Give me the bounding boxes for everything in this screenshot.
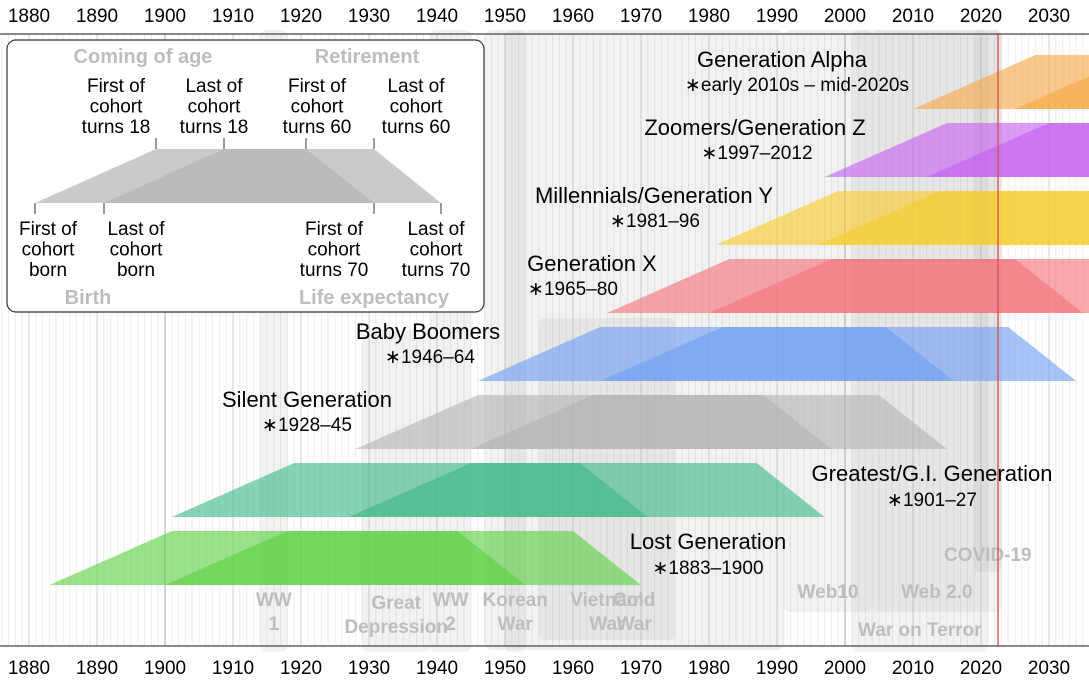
generation-name-silent-generation: Silent Generation — [222, 387, 392, 412]
legend-last-band — [104, 149, 441, 203]
legend-first-born: First of cohort born — [19, 219, 78, 281]
year-axes: 1880 1880 1890 1890 1900 1900 1910 1910 1920 1920… — [0, 6, 1089, 679]
event-label-web20: Web 2.0 — [901, 582, 972, 603]
tick-label-bottom: 1970 — [620, 658, 662, 679]
tick-label-top: 2000 — [824, 6, 866, 27]
legend-retirement: Retirement — [315, 46, 420, 68]
tick-label-top: 1900 — [144, 6, 186, 27]
tick-label-top: 2010 — [892, 6, 934, 27]
band-last-greatest-g-i-generation — [348, 463, 825, 517]
event-label-ww1: WW 1 — [256, 590, 292, 635]
event-label-covid19: COVID-19 — [944, 545, 1032, 566]
band-first-generation-alpha — [913, 55, 1089, 109]
event-label-web10: Web10 — [798, 582, 859, 603]
legend-last-turns-18: Last of cohort turns 18 — [180, 76, 249, 138]
tick-label-bottom: 1930 — [348, 658, 390, 679]
event-label-vietnam-war: Vietnam War — [570, 590, 644, 635]
event-label-ww2: WW 2 — [433, 590, 469, 635]
tick-label-bottom: 2030 — [1028, 658, 1070, 679]
generation-name-millennials-generation-y: Millennials/Generation Y — [535, 183, 773, 208]
generation-years-generation-alpha: ∗early 2010s – mid-2020s — [685, 75, 909, 96]
band-last-millennials-generation-y — [817, 191, 1089, 245]
generation-years-millennials-generation-y: ∗1981–96 — [610, 211, 700, 232]
generation-years-generation-x: ∗1965–80 — [528, 279, 618, 300]
tick-label-bottom: 1940 — [416, 658, 458, 679]
generation-name-zoomers-generation-z: Zoomers/Generation Z — [644, 115, 865, 140]
tick-label-bottom: 1890 — [76, 658, 118, 679]
legend-last-born: Last of cohort born — [107, 219, 165, 281]
tick-label-top: 1930 — [348, 6, 390, 27]
tick-label-top: 1990 — [756, 6, 798, 27]
tick-label-bottom: 1950 — [484, 658, 526, 679]
legend-first-turns-70: First of cohort turns 70 — [300, 219, 369, 281]
tick-label-top: 1890 — [76, 6, 118, 27]
tick-label-bottom: 1960 — [552, 658, 594, 679]
legend-life-expectancy: Life expectancy — [299, 287, 450, 309]
legend-last-turns-70: Last of cohort turns 70 — [402, 219, 471, 281]
tick-label-top: 2020 — [960, 6, 1002, 27]
band-last-baby-boomers — [600, 327, 1077, 381]
tick-label-top: 1960 — [552, 6, 594, 27]
tick-label-bottom: 1920 — [280, 658, 322, 679]
tick-label-bottom: 2010 — [892, 658, 934, 679]
tick-label-bottom: 2000 — [824, 658, 866, 679]
legend-coming-of-age: Coming of age — [74, 46, 213, 68]
tick-label-bottom: 1990 — [756, 658, 798, 679]
generation-years-silent-generation: ∗1928–45 — [262, 415, 352, 436]
tick-label-top: 1940 — [416, 6, 458, 27]
tick-label-top: 1950 — [484, 6, 526, 27]
tick-label-top: 2030 — [1028, 6, 1070, 27]
tick-label-top: 1920 — [280, 6, 322, 27]
tick-label-bottom: 1900 — [144, 658, 186, 679]
event-label-great-depression: Great Depression — [344, 593, 447, 638]
generation-name-generation-alpha: Generation Alpha — [697, 47, 868, 72]
legend-birth: Birth — [65, 287, 112, 309]
tick-label-top: 1880 — [8, 6, 50, 27]
generation-name-baby-boomers: Baby Boomers — [356, 319, 500, 344]
legend-last-turns-60: Last of cohort turns 60 — [382, 76, 451, 138]
band-last-generation-x — [709, 259, 1089, 313]
legend-first-turns-18: First of cohort turns 18 — [82, 76, 151, 138]
tick-label-bottom: 1910 — [212, 658, 254, 679]
tick-label-bottom: 1880 — [8, 658, 50, 679]
tick-label-bottom: 2020 — [960, 658, 1002, 679]
band-last-zoomers-generation-z — [926, 123, 1089, 177]
tick-label-bottom: 1980 — [688, 658, 730, 679]
generation-bands: Generation Alpha ∗early 2010s – mid-2020s… — [49, 47, 1089, 585]
band-last-silent-generation — [471, 395, 947, 449]
event-label-korean-war: Korean War — [482, 590, 547, 635]
generation-name-lost-generation: Lost Generation — [630, 529, 787, 554]
generation-name-generation-x: Generation X — [527, 251, 657, 276]
generation-years-zoomers-generation-z: ∗1997–2012 — [701, 143, 812, 164]
tick-label-top: 1970 — [620, 6, 662, 27]
generation-years-lost-generation: ∗1883–1900 — [652, 558, 763, 579]
event-label-cold-war: Cold War — [613, 590, 655, 635]
generation-years-greatest-g-i-generation: ∗1901–27 — [887, 490, 977, 511]
legend-box: Coming of age Retirement Birth Life expecta… — [6, 39, 485, 313]
tick-label-top: 1980 — [688, 6, 730, 27]
band-last-generation-alpha — [1015, 76, 1089, 109]
band-last-lost-generation — [165, 531, 641, 585]
legend-first-turns-60: First of cohort turns 60 — [283, 76, 352, 138]
tick-label-top: 1910 — [212, 6, 254, 27]
generation-name-greatest-g-i-generation: Greatest/G.I. Generation — [812, 461, 1053, 486]
event-label-war-on-terror: War on Terror — [858, 620, 982, 641]
generation-years-baby-boomers: ∗1946–64 — [385, 347, 475, 368]
